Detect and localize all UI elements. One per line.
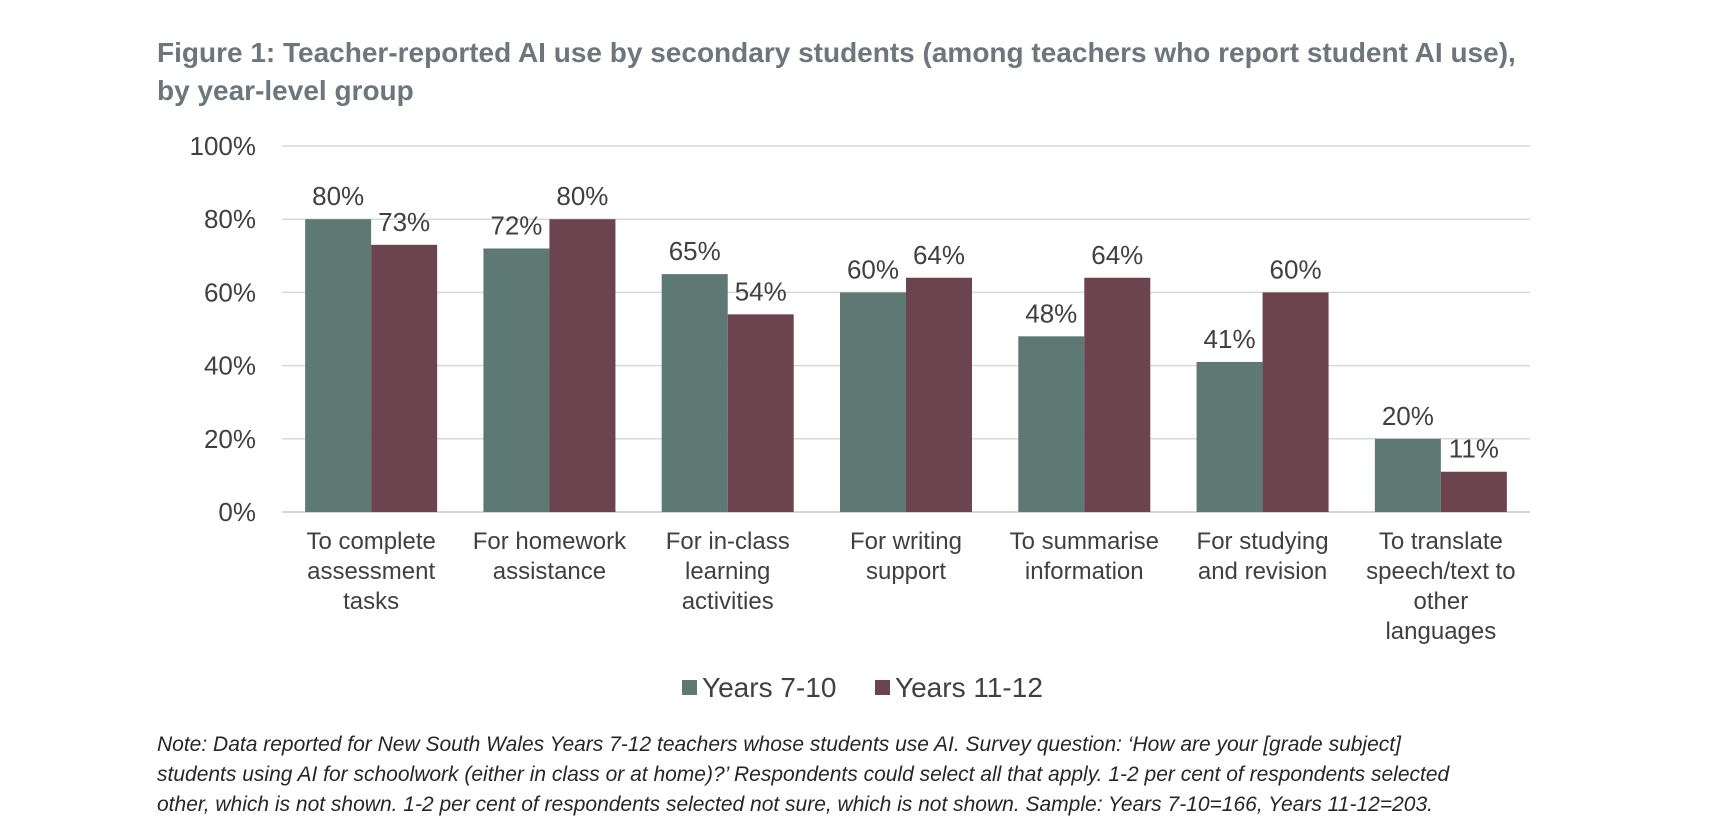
x-tick-label: To summarise information (1010, 528, 1159, 585)
note-line-2: students using AI for schoolwork (either… (157, 763, 1450, 786)
bar-years-11-12 (727, 314, 794, 512)
y-axis: 0% 20% 40% 60% 80% 100% (190, 131, 257, 527)
note-line-3: other, which is not shown. 1-2 per cent … (157, 793, 1433, 816)
x-tick-label: For studying and revision (1197, 528, 1329, 585)
y-tick-label: 60% (204, 277, 256, 307)
bar-years-7-10 (1196, 361, 1263, 512)
legend-label: Years 11-12 (895, 672, 1043, 703)
chart-title-line-1: Figure 1: Teacher-reported AI use by sec… (157, 37, 1516, 68)
bar-years-11-12 (1084, 277, 1151, 512)
data-label: 41% (1204, 324, 1256, 354)
bar-years-7-10 (840, 292, 906, 512)
data-label: 64% (1091, 240, 1143, 270)
legend: Years 7-10 Years 11-12 (682, 672, 1043, 703)
bar-years-11-12 (1440, 471, 1507, 512)
note-line-1: Note: Data reported for New South Wales … (157, 733, 1401, 756)
data-label: 60% (1270, 254, 1322, 284)
y-tick-label: 40% (204, 351, 256, 381)
data-label: 80% (556, 181, 608, 211)
y-tick-label: 100% (190, 131, 257, 161)
data-label: 54% (735, 276, 787, 306)
x-tick-label: For homework assistance (473, 528, 627, 585)
bar-years-11-12 (1262, 292, 1329, 512)
chart-title-line-2: by year-level group (157, 75, 414, 106)
x-axis: To complete assessment tasks For homework as… (306, 528, 1515, 645)
data-label: 11% (1449, 434, 1499, 464)
legend-swatch (875, 680, 890, 695)
data-label: 80% (312, 181, 364, 211)
data-label: 73% (378, 207, 430, 237)
bar-years-11-12 (549, 219, 616, 512)
data-label: 72% (490, 210, 542, 240)
x-tick-label: To complete assessment tasks (306, 528, 435, 615)
x-tick-label: For writing support (850, 528, 962, 585)
x-tick-label: To translate speech/text to other languages (1366, 528, 1515, 645)
chart-title: Figure 1: Teacher-reported AI use by sec… (157, 34, 1577, 110)
bar-years-7-10 (1018, 336, 1085, 512)
bar-years-7-10 (1374, 438, 1441, 512)
bars (305, 219, 1507, 513)
y-tick-label: 80% (204, 204, 256, 234)
bar-years-11-12 (371, 244, 438, 512)
data-label: 60% (847, 254, 899, 284)
bar-years-7-10 (483, 248, 550, 513)
data-label: 20% (1382, 401, 1434, 431)
x-tick-label: For in-class learning activities (666, 528, 790, 615)
bar-years-11-12 (906, 277, 972, 512)
data-label: 65% (669, 236, 721, 266)
bar-years-7-10 (305, 219, 372, 512)
bar-years-7-10 (661, 274, 728, 512)
legend-swatch (682, 680, 697, 695)
y-tick-label: 0% (218, 497, 256, 527)
chart-note: Note: Data reported for New South Wales … (157, 730, 1577, 820)
data-label: 48% (1025, 298, 1077, 328)
y-tick-label: 20% (204, 424, 256, 454)
data-labels: 80% 73% 72% 80% 65% 54% 60% 64% 48% 64% 41% 60% 20% 1… (312, 181, 1499, 464)
legend-label: Years 7-10 (702, 672, 836, 703)
data-label: 64% (913, 240, 965, 270)
